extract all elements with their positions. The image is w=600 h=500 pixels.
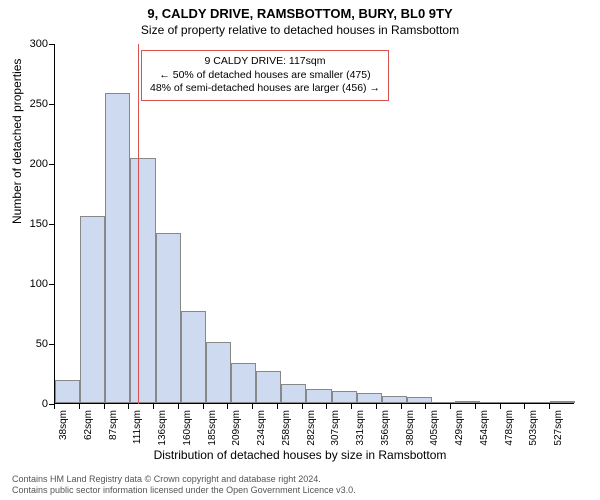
chart-title: 9, CALDY DRIVE, RAMSBOTTOM, BURY, BL0 9T… bbox=[0, 0, 600, 21]
x-tick bbox=[277, 404, 278, 409]
x-tick bbox=[252, 404, 253, 409]
footnote-line1: Contains HM Land Registry data © Crown c… bbox=[12, 474, 356, 485]
x-tick bbox=[500, 404, 501, 409]
histogram-bar bbox=[55, 380, 80, 403]
x-tick bbox=[104, 404, 105, 409]
x-tick-label: 62sqm bbox=[83, 410, 94, 456]
x-tick bbox=[302, 404, 303, 409]
x-tick-label: 136sqm bbox=[157, 410, 168, 456]
histogram-bar bbox=[281, 384, 306, 403]
x-tick-label: 160sqm bbox=[182, 410, 193, 456]
y-tick-label: 50 bbox=[18, 338, 48, 350]
histogram-bar bbox=[206, 342, 231, 403]
y-tick bbox=[49, 284, 54, 285]
x-tick bbox=[128, 404, 129, 409]
x-tick-label: 478sqm bbox=[504, 410, 515, 456]
x-tick bbox=[178, 404, 179, 409]
y-tick-label: 0 bbox=[18, 398, 48, 410]
x-tick bbox=[351, 404, 352, 409]
footnote-line2: Contains public sector information licen… bbox=[12, 485, 356, 496]
x-tick bbox=[227, 404, 228, 409]
histogram-bar bbox=[455, 401, 480, 403]
x-tick-label: 527sqm bbox=[553, 410, 564, 456]
histogram-bar bbox=[130, 158, 155, 403]
x-tick-label: 356sqm bbox=[380, 410, 391, 456]
y-tick bbox=[49, 164, 54, 165]
y-tick bbox=[49, 344, 54, 345]
x-tick bbox=[425, 404, 426, 409]
x-tick-label: 258sqm bbox=[281, 410, 292, 456]
x-tick-label: 503sqm bbox=[528, 410, 539, 456]
y-tick-label: 300 bbox=[18, 38, 48, 50]
histogram-bar bbox=[480, 402, 503, 403]
annotation-line3: 48% of semi-detached houses are larger (… bbox=[150, 82, 380, 96]
x-tick bbox=[549, 404, 550, 409]
chart-subtitle: Size of property relative to detached ho… bbox=[0, 21, 600, 37]
annotation-line2: ← 50% of detached houses are smaller (47… bbox=[150, 69, 380, 83]
x-tick bbox=[376, 404, 377, 409]
histogram-bar bbox=[550, 401, 575, 403]
x-tick bbox=[401, 404, 402, 409]
x-tick-label: 87sqm bbox=[108, 410, 119, 456]
x-tick-label: 38sqm bbox=[58, 410, 69, 456]
histogram-bar bbox=[357, 393, 382, 403]
x-tick bbox=[54, 404, 55, 409]
histogram-bar bbox=[504, 402, 527, 403]
x-tick bbox=[450, 404, 451, 409]
x-tick bbox=[153, 404, 154, 409]
histogram-bar bbox=[332, 391, 357, 403]
x-tick-label: 331sqm bbox=[355, 410, 366, 456]
property-marker-line bbox=[138, 44, 139, 404]
chart-area: 9 CALDY DRIVE: 117sqm ← 50% of detached … bbox=[54, 44, 574, 404]
annotation-line1: 9 CALDY DRIVE: 117sqm bbox=[150, 55, 380, 69]
x-tick-label: 209sqm bbox=[231, 410, 242, 456]
histogram-bar bbox=[181, 311, 206, 403]
x-tick-label: 185sqm bbox=[207, 410, 218, 456]
histogram-bar bbox=[80, 216, 105, 403]
x-tick-label: 405sqm bbox=[429, 410, 440, 456]
x-tick bbox=[326, 404, 327, 409]
y-tick-label: 100 bbox=[18, 278, 48, 290]
x-tick-label: 454sqm bbox=[479, 410, 490, 456]
x-tick-label: 111sqm bbox=[132, 410, 143, 456]
histogram-bar bbox=[432, 402, 455, 403]
y-axis-label: Number of detached properties bbox=[10, 59, 24, 224]
histogram-bar bbox=[306, 389, 331, 403]
y-tick-label: 200 bbox=[18, 158, 48, 170]
x-tick-label: 380sqm bbox=[405, 410, 416, 456]
x-tick bbox=[475, 404, 476, 409]
y-tick-label: 150 bbox=[18, 218, 48, 230]
plot-area: 9 CALDY DRIVE: 117sqm ← 50% of detached … bbox=[54, 44, 574, 404]
y-tick bbox=[49, 104, 54, 105]
x-tick bbox=[79, 404, 80, 409]
x-tick-label: 307sqm bbox=[330, 410, 341, 456]
histogram-bar bbox=[105, 93, 130, 403]
y-tick bbox=[49, 224, 54, 225]
y-tick-label: 250 bbox=[18, 98, 48, 110]
histogram-bar bbox=[382, 396, 407, 403]
x-tick bbox=[203, 404, 204, 409]
histogram-bar bbox=[231, 363, 256, 403]
y-tick bbox=[49, 44, 54, 45]
x-tick-label: 429sqm bbox=[454, 410, 465, 456]
x-tick-label: 234sqm bbox=[256, 410, 267, 456]
histogram-bar bbox=[407, 397, 432, 403]
x-tick bbox=[524, 404, 525, 409]
annotation-box: 9 CALDY DRIVE: 117sqm ← 50% of detached … bbox=[141, 50, 389, 101]
histogram-bar bbox=[527, 402, 550, 403]
histogram-bar bbox=[256, 371, 281, 403]
x-tick-label: 282sqm bbox=[306, 410, 317, 456]
footnote: Contains HM Land Registry data © Crown c… bbox=[12, 474, 356, 496]
histogram-bar bbox=[156, 233, 181, 403]
